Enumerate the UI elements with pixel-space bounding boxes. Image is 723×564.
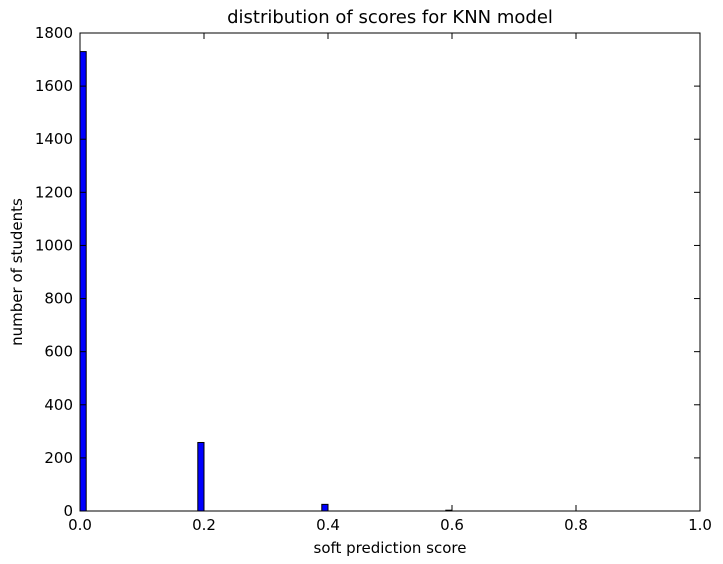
x-tick-label-1: 0.2 — [192, 516, 216, 534]
y-tick-label-6: 1200 — [35, 183, 73, 201]
ticks-layer: 0.0 0.2 0.4 0.6 0.8 1.0 0 200 400 600 800 1000 1200 1… — [35, 24, 712, 534]
histogram-bar-1 — [197, 441, 205, 512]
y-tick-label-5: 1000 — [35, 236, 73, 254]
y-tick-label-4: 800 — [44, 290, 73, 308]
bars-layer — [79, 51, 453, 512]
x-tick-label-5: 1.0 — [688, 516, 712, 534]
y-tick-label-1: 200 — [44, 449, 73, 467]
x-tick-label-4: 0.8 — [564, 516, 588, 534]
histogram-bar-0 — [79, 51, 87, 512]
y-axis-title: number of students — [8, 198, 26, 346]
x-tick-label-2: 0.4 — [316, 516, 340, 534]
x-tick-label-3: 0.6 — [440, 516, 464, 534]
y-tick-label-7: 1400 — [35, 130, 73, 148]
chart-title: distribution of scores for KNN model — [227, 7, 553, 28]
y-tick-label-8: 1600 — [35, 77, 73, 95]
x-tick-label-0: 0.0 — [68, 516, 92, 534]
y-tick-label-3: 600 — [44, 343, 73, 361]
y-tick-label-2: 400 — [44, 396, 73, 414]
y-tick-label-9: 1800 — [35, 24, 73, 42]
histogram-bar-2 — [321, 503, 329, 512]
plot-area-frame — [79, 32, 701, 512]
y-tick-label-0: 0 — [63, 502, 73, 520]
x-axis-title: soft prediction score — [314, 539, 467, 557]
